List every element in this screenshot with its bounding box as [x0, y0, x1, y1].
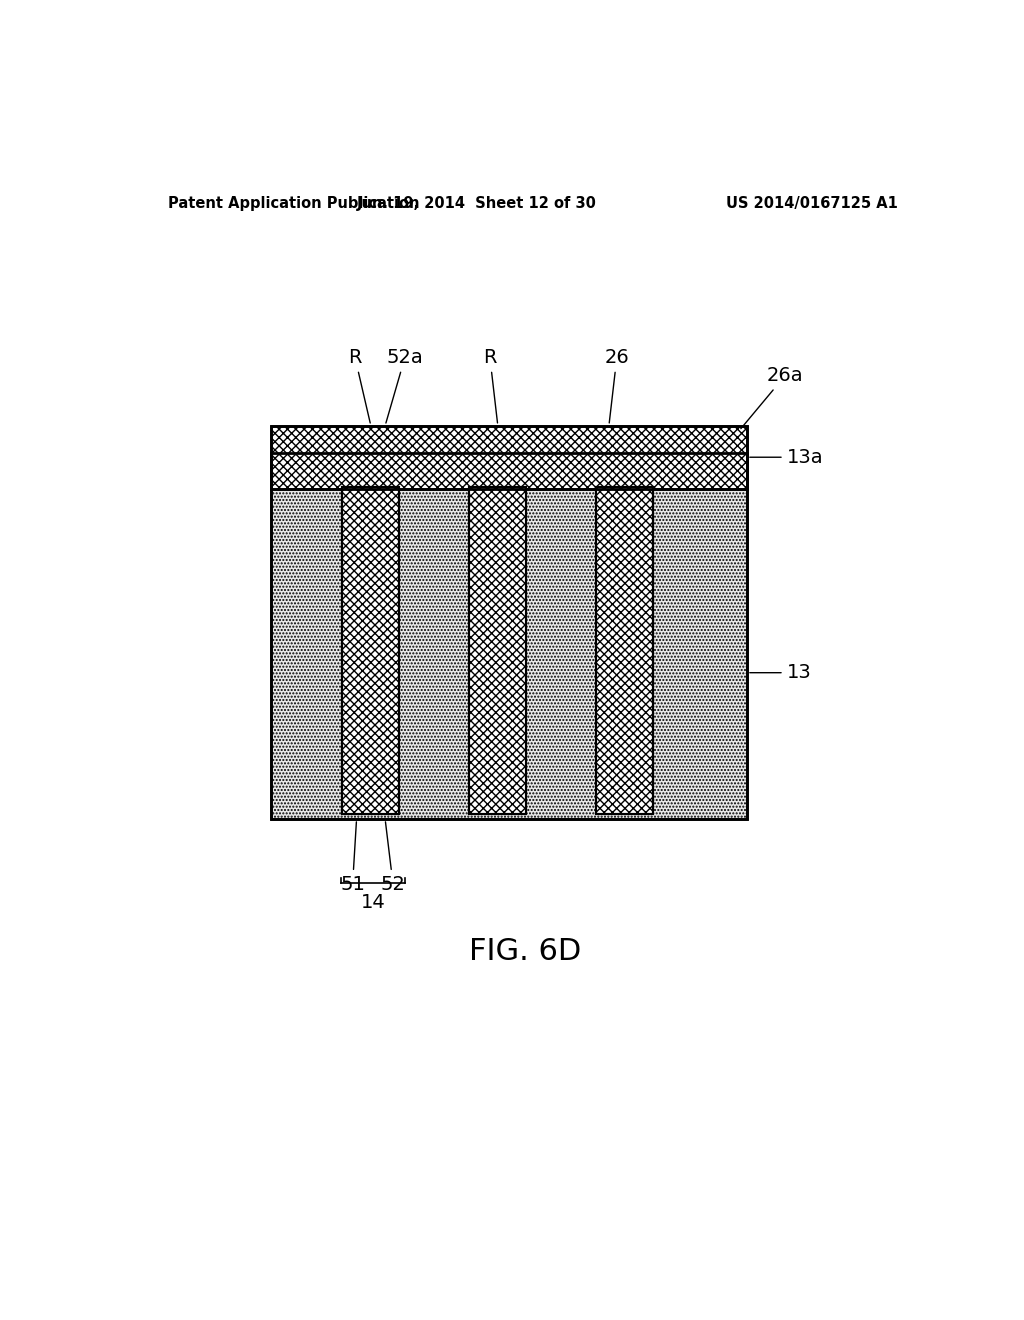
Text: US 2014/0167125 A1: US 2014/0167125 A1	[726, 195, 898, 211]
Bar	[469, 487, 526, 814]
Text: Jun. 19, 2014  Sheet 12 of 30: Jun. 19, 2014 Sheet 12 of 30	[357, 195, 597, 211]
Text: R: R	[348, 347, 371, 422]
Text: 52a: 52a	[386, 347, 423, 422]
Bar	[270, 426, 748, 488]
Text: Patent Application Publication: Patent Application Publication	[168, 195, 419, 211]
Text: 51: 51	[340, 822, 365, 894]
Text: 26: 26	[604, 347, 629, 422]
Bar	[270, 453, 748, 818]
Bar	[270, 426, 748, 488]
Bar	[342, 487, 399, 814]
Text: R: R	[483, 347, 498, 422]
Text: 52: 52	[381, 822, 406, 894]
Text: 26a: 26a	[740, 366, 804, 429]
Bar	[596, 487, 653, 814]
Bar	[469, 487, 526, 814]
Bar	[342, 487, 399, 814]
Text: FIG. 6D: FIG. 6D	[469, 937, 581, 966]
Text: 14: 14	[360, 894, 385, 912]
Text: 13a: 13a	[750, 447, 823, 467]
Bar	[596, 487, 653, 814]
Text: 13: 13	[750, 663, 811, 682]
Bar	[270, 453, 748, 818]
